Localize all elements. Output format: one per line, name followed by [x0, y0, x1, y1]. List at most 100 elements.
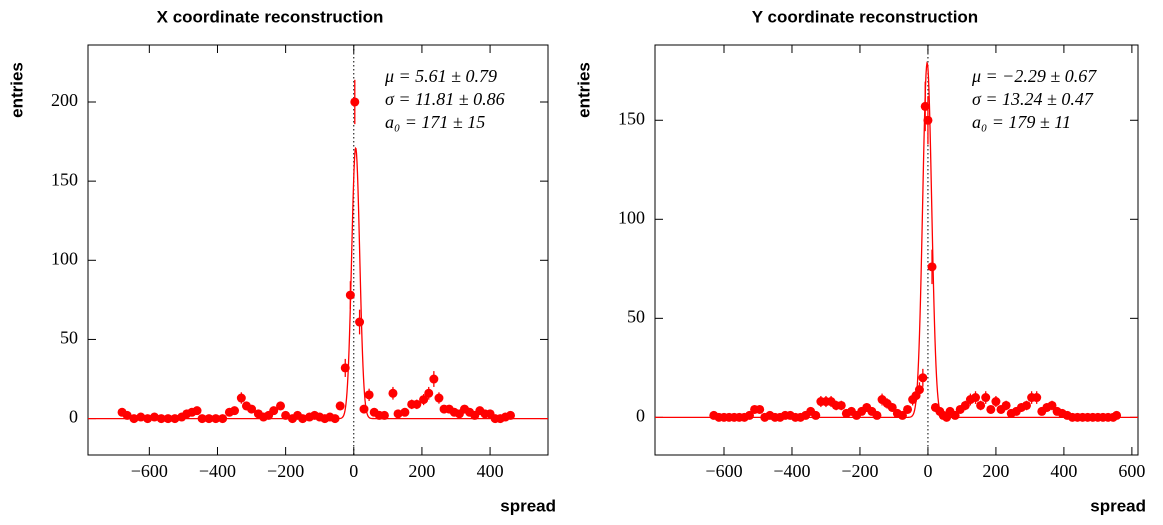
y-axis-label: entries	[574, 62, 593, 118]
x-axis-label: spread	[1090, 496, 1146, 515]
fit-annotation: σ = 13.24 ± 0.47	[972, 89, 1094, 109]
data-point	[345, 290, 355, 300]
data-point	[1001, 400, 1011, 410]
x-tick-label: −200	[841, 461, 878, 481]
data-point	[355, 317, 365, 327]
data-point	[211, 414, 221, 424]
data-point	[918, 373, 928, 383]
y-tick-label: 100	[618, 207, 645, 227]
plot-frame	[654, 44, 1139, 456]
plot-frame	[87, 44, 549, 456]
x-tick-label: −600	[131, 461, 168, 481]
data-point	[269, 406, 279, 416]
y-tick-label: 50	[60, 328, 78, 348]
data-point	[950, 410, 960, 420]
data-point	[247, 404, 257, 414]
data-point	[149, 412, 159, 422]
data-point	[506, 410, 516, 420]
data-point	[335, 401, 345, 411]
data-point	[971, 393, 981, 403]
data-point	[986, 404, 996, 414]
data-point	[744, 410, 754, 420]
data-point	[156, 414, 166, 424]
data-point	[419, 395, 429, 405]
chart-title: X coordinate reconstruction	[157, 7, 384, 26]
data-point	[393, 409, 403, 419]
data-point	[811, 410, 821, 420]
fit-annotation: μ = −2.29 ± 0.67	[971, 66, 1097, 86]
data-point	[359, 404, 369, 414]
x-tick-label: −200	[267, 461, 304, 481]
data-point	[914, 385, 924, 395]
y-tick-label: 150	[618, 108, 645, 128]
data-point	[276, 401, 286, 411]
fit-annotation: σ = 11.81 ± 0.86	[385, 89, 505, 109]
y-tick-label: 200	[51, 90, 78, 110]
x-tick-label: −600	[705, 461, 742, 481]
data-point	[872, 410, 882, 420]
data-point	[903, 404, 913, 414]
x-tick-label: −400	[199, 461, 236, 481]
data-point	[170, 414, 180, 424]
x-tick-label: 200	[982, 461, 1009, 481]
fit-annotation: a₀ = 171 ± 15	[385, 112, 485, 132]
y-tick-label: 150	[51, 169, 78, 189]
data-point	[350, 97, 360, 107]
data-point	[412, 399, 422, 409]
data-point	[364, 390, 374, 400]
x-tick-label: 0	[349, 461, 358, 481]
y-tick-label: 100	[51, 248, 78, 268]
chart-title: Y coordinate reconstruction	[752, 7, 978, 26]
data-point	[236, 393, 246, 403]
data-point	[1022, 400, 1032, 410]
data-point	[976, 400, 986, 410]
data-point	[1032, 393, 1042, 403]
data-point	[897, 410, 907, 420]
x-tick-label: 0	[923, 461, 932, 481]
data-point	[122, 410, 132, 420]
data-point	[887, 402, 897, 412]
data-point	[388, 388, 398, 398]
data-point	[434, 393, 444, 403]
data-point	[204, 414, 214, 424]
panel: Y coordinate reconstruction entries spread…	[574, 7, 1146, 515]
y-axis-label: entries	[7, 62, 26, 118]
data-point	[379, 410, 389, 420]
y-tick-label: 0	[636, 405, 645, 425]
x-tick-label: 600	[1118, 461, 1145, 481]
data-point	[424, 388, 434, 398]
data-point	[330, 414, 340, 424]
data-point	[927, 262, 937, 272]
data-point	[340, 363, 350, 373]
data-point	[429, 374, 439, 384]
data-point	[755, 404, 765, 414]
data-point	[960, 400, 970, 410]
fit-annotation: μ = 5.61 ± 0.79	[384, 66, 497, 86]
data-point	[197, 414, 207, 424]
data-point	[163, 414, 173, 424]
y-tick-label: 50	[627, 306, 645, 326]
panel: X coordinate reconstruction entries spread…	[7, 7, 556, 515]
data-point	[923, 115, 933, 125]
data-point	[991, 397, 1001, 407]
data-point	[218, 414, 228, 424]
data-point	[192, 406, 202, 416]
data-point	[400, 407, 410, 417]
data-point	[129, 414, 139, 424]
x-tick-label: −400	[773, 461, 810, 481]
data-point	[230, 406, 240, 416]
data-point	[981, 393, 991, 403]
x-tick-label: 400	[1050, 461, 1077, 481]
data-point	[136, 412, 146, 422]
data-point	[1047, 400, 1057, 410]
y-tick-label: 0	[69, 407, 78, 427]
data-point	[836, 400, 846, 410]
data-point	[281, 410, 291, 420]
x-tick-label: 400	[477, 461, 504, 481]
fit-curve	[88, 146, 548, 420]
fit-annotation: a₀ = 179 ± 11	[972, 112, 1071, 132]
data-point	[298, 414, 308, 424]
x-axis-label: spread	[500, 496, 556, 515]
x-tick-label: 200	[408, 461, 435, 481]
data-point	[1112, 410, 1122, 420]
